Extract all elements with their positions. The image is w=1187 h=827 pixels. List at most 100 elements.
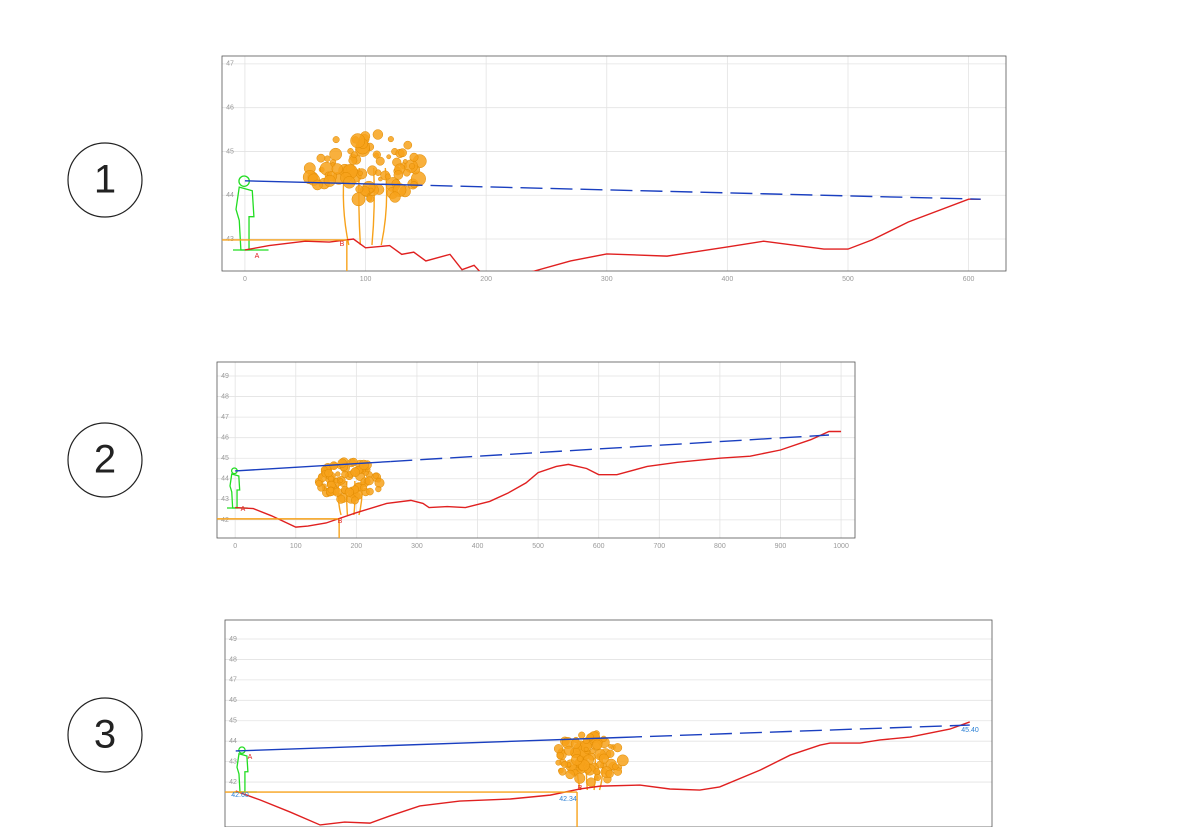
y-tick-label: 47 (221, 414, 229, 421)
y-tick-label: 42 (229, 779, 237, 786)
tree-leaf (350, 133, 366, 149)
tree-leaf (612, 763, 619, 770)
y-tick-label: 47 (226, 61, 234, 68)
tree-leaf (350, 467, 360, 477)
y-tick-label: 49 (221, 373, 229, 380)
tree-icon (302, 129, 427, 246)
x-tick-label: 200 (480, 276, 492, 283)
tree-leaf (616, 754, 629, 767)
x-tick-label: 800 (714, 543, 726, 550)
tree-leaf (316, 153, 326, 163)
x-tick-label: 600 (963, 276, 975, 283)
profile-line (235, 736, 621, 752)
y-tick-label: 43 (229, 758, 237, 765)
tree-leaf (358, 459, 369, 470)
x-tick-label: 700 (653, 543, 665, 550)
tree-leaf (343, 176, 356, 189)
tree-leaf (606, 749, 615, 758)
tree-leaf (364, 476, 374, 486)
tree-leaf (368, 187, 374, 193)
y-tick-label: 45 (229, 718, 237, 725)
profile-line (235, 721, 970, 826)
tree-leaf (565, 769, 575, 780)
tree-leaf (555, 759, 562, 766)
plot-frame (221, 55, 1007, 272)
profile-line (390, 434, 829, 463)
tree-leaf (366, 194, 375, 203)
x-tick-label: 400 (722, 276, 734, 283)
x-tick-label: 500 (842, 276, 854, 283)
y-tick-label: 45 (226, 148, 234, 155)
tree-leaf (578, 731, 586, 739)
tree-leaf (598, 753, 609, 764)
annotation: B (338, 518, 343, 525)
tree-leaf (387, 136, 394, 143)
annotation: A (255, 253, 260, 260)
tree-leaf (583, 746, 589, 752)
x-tick-label: 400 (472, 543, 484, 550)
y-tick-label: 48 (229, 656, 237, 663)
person-icon (234, 746, 257, 793)
y-tick-label: 42 (221, 517, 229, 524)
tree-leaf (329, 147, 343, 161)
tree-leaf (349, 457, 358, 467)
tree-leaf (570, 738, 581, 749)
tree-leaf (409, 152, 419, 162)
panel-number: 1 (94, 158, 116, 202)
annotation: 45.40 (961, 727, 979, 734)
x-tick-label: 100 (290, 543, 302, 550)
tree-leaf (350, 496, 359, 505)
tree-leaf (375, 485, 382, 493)
tree-leaf (403, 169, 411, 177)
tree-leaf (556, 752, 564, 760)
profile-line (235, 430, 842, 528)
tree-leaf (332, 136, 340, 144)
annotation: 42.60 (231, 792, 249, 799)
tree-leaf (408, 163, 416, 170)
tree-leaf (332, 487, 342, 497)
tree-leaf (386, 154, 392, 160)
tree-leaf (553, 744, 564, 754)
y-tick-label: 46 (229, 697, 237, 704)
tree-leaf (351, 151, 358, 159)
y-tick-label: 44 (221, 476, 229, 483)
tree-leaf (389, 191, 401, 203)
panel-circle (67, 422, 143, 498)
tree-leaf (335, 471, 341, 477)
tree-leaf (563, 745, 574, 756)
tree-leaf (323, 174, 336, 187)
panel-number: 3 (94, 713, 116, 757)
panel-circle (67, 142, 143, 218)
tree-leaf (403, 140, 413, 150)
tree-leaf (374, 169, 382, 176)
tree-leaf (366, 487, 374, 496)
tree-icon (314, 457, 385, 516)
y-tick-label: 46 (226, 105, 234, 112)
tree-leaf (372, 472, 379, 479)
tree-trunk (371, 167, 375, 246)
y-tick-label: 46 (221, 435, 229, 442)
tree-leaf (327, 486, 335, 494)
tree-leaf (331, 163, 343, 175)
y-tick-label: 43 (221, 496, 229, 503)
tree-leaf (341, 470, 349, 479)
y-tick-label: 49 (229, 636, 237, 643)
tree-leaf (338, 478, 344, 483)
plot-frame (216, 361, 856, 539)
plot-frame (224, 619, 993, 827)
tree-leaf (586, 777, 596, 787)
tree-leaf (360, 484, 368, 492)
tree-leaf (315, 479, 323, 487)
tree-leaf (558, 767, 567, 776)
tree-leaf (592, 739, 603, 750)
tree-leaf (589, 748, 596, 754)
tree-leaf (312, 179, 323, 191)
y-tick-label: 48 (221, 393, 229, 400)
tree-leaf (324, 468, 333, 478)
tree-leaf (372, 129, 384, 140)
x-tick-label: 300 (411, 543, 423, 550)
annotation: B (340, 241, 345, 248)
tree-leaf (593, 768, 601, 776)
x-tick-label: 600 (593, 543, 605, 550)
